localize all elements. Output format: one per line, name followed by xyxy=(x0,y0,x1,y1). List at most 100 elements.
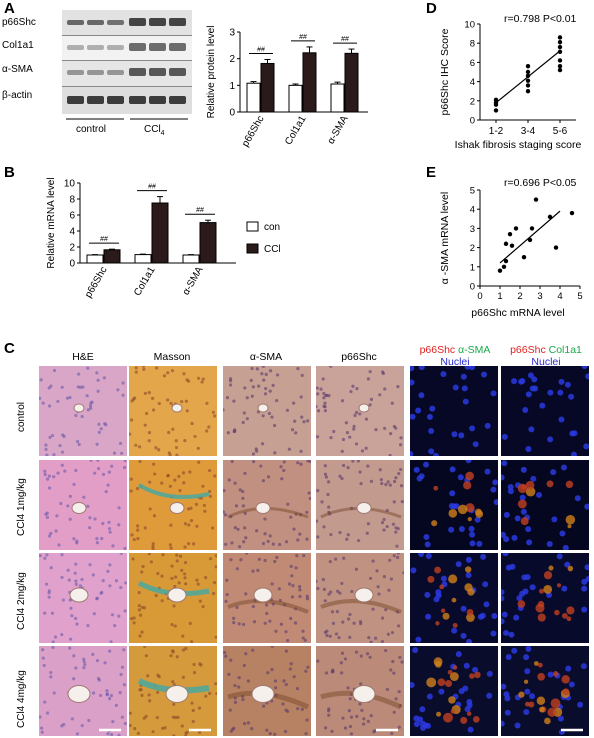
cell-nucleus xyxy=(43,469,47,473)
cell-nucleus xyxy=(129,489,133,493)
cell-nucleus xyxy=(122,683,126,687)
cell-nucleus xyxy=(250,726,254,731)
cell-nucleus xyxy=(441,581,448,588)
cell-nucleus xyxy=(77,372,81,376)
cell-nucleus xyxy=(486,692,493,699)
cell-nucleus xyxy=(400,660,404,664)
cell-nucleus xyxy=(371,559,375,563)
cell-nucleus xyxy=(111,544,115,548)
fluor-signal xyxy=(544,717,551,725)
data-point xyxy=(557,40,563,45)
cell-nucleus xyxy=(285,408,290,412)
cell-nucleus xyxy=(237,622,241,626)
cell-nucleus xyxy=(150,396,155,400)
cell-nucleus xyxy=(394,697,398,701)
cell-nucleus xyxy=(106,569,110,573)
cell-nucleus xyxy=(299,395,303,399)
x-axis-label: p66Shc mRNA level xyxy=(471,307,564,319)
cell-nucleus xyxy=(229,558,233,562)
cell-nucleus xyxy=(419,724,426,731)
cell-nucleus xyxy=(490,486,497,493)
cell-nucleus xyxy=(72,482,76,486)
tile-bg xyxy=(223,646,311,736)
fluor-signal xyxy=(448,696,456,704)
cell-nucleus xyxy=(223,513,228,517)
cell-nucleus xyxy=(338,591,342,595)
cell-nucleus xyxy=(233,683,237,688)
cell-nucleus xyxy=(328,512,332,516)
fluor-signal xyxy=(566,606,575,615)
cell-nucleus xyxy=(155,715,159,720)
cell-nucleus xyxy=(372,730,376,734)
cell-nucleus xyxy=(233,481,237,485)
cell-nucleus xyxy=(123,721,127,726)
cell-nucleus xyxy=(261,366,265,368)
cell-nucleus xyxy=(300,415,304,419)
cell-nucleus xyxy=(501,531,507,538)
cell-nucleus xyxy=(91,652,95,656)
cell-nucleus xyxy=(294,512,298,516)
cell-nucleus xyxy=(198,662,202,666)
cell-nucleus xyxy=(329,436,333,440)
cell-nucleus xyxy=(557,715,564,722)
cell-nucleus xyxy=(105,692,109,696)
cell-nucleus xyxy=(116,388,120,392)
cell-nucleus xyxy=(584,564,589,571)
fluor-signal xyxy=(457,504,468,515)
cell-nucleus xyxy=(458,525,465,532)
cell-nucleus xyxy=(214,565,217,569)
fluor-signal xyxy=(543,585,553,594)
cell-nucleus xyxy=(383,648,388,653)
cell-nucleus xyxy=(80,723,84,728)
cell-nucleus xyxy=(322,396,326,400)
cell-nucleus xyxy=(51,640,55,643)
cell-nucleus xyxy=(68,494,72,498)
cell-nucleus xyxy=(505,653,512,660)
cell-nucleus xyxy=(399,467,403,472)
cell-nucleus xyxy=(323,401,327,405)
cell-nucleus xyxy=(460,605,467,612)
cell-nucleus xyxy=(55,514,59,518)
cell-nucleus xyxy=(189,640,194,643)
cell-nucleus xyxy=(263,392,268,396)
fluor-signal xyxy=(535,603,545,613)
cell-nucleus xyxy=(329,366,333,368)
col-label-fluor-1: p66Shc α-SMA Nuclei xyxy=(410,344,500,368)
cell-nucleus xyxy=(278,598,282,603)
cell-nucleus xyxy=(368,576,373,581)
fluor-signal xyxy=(565,515,576,525)
cell-nucleus xyxy=(323,599,327,603)
cell-nucleus xyxy=(167,451,171,455)
fluor-signal xyxy=(448,574,458,584)
cell-nucleus xyxy=(517,604,524,611)
cell-nucleus xyxy=(323,472,328,476)
cell-nucleus xyxy=(52,475,56,479)
cell-nucleus xyxy=(196,446,200,450)
cell-nucleus xyxy=(369,714,373,718)
fluor-signal xyxy=(436,711,442,717)
tile-bg xyxy=(316,366,404,456)
cell-nucleus xyxy=(77,442,81,447)
cell-nucleus xyxy=(279,622,283,626)
data-point xyxy=(493,108,499,113)
fluor-signal xyxy=(550,698,561,709)
cell-nucleus xyxy=(223,650,227,655)
cell-nucleus xyxy=(354,410,359,415)
cell-nucleus xyxy=(114,703,118,707)
cell-nucleus xyxy=(308,496,311,501)
micrograph-masson-row3 xyxy=(129,553,217,643)
cell-nucleus xyxy=(383,426,387,430)
cell-nucleus xyxy=(173,584,177,589)
cell-nucleus xyxy=(397,624,401,628)
cell-nucleus xyxy=(232,429,236,434)
cell-nucleus xyxy=(197,460,201,464)
cell-nucleus xyxy=(361,507,365,511)
x-tick-label: Col1a1 xyxy=(283,114,309,147)
cell-nucleus xyxy=(107,697,112,701)
cell-nucleus xyxy=(73,571,77,575)
cell-nucleus xyxy=(233,696,237,700)
cell-nucleus xyxy=(136,731,140,735)
cell-nucleus xyxy=(223,489,226,493)
cell-nucleus xyxy=(373,729,377,733)
cell-nucleus xyxy=(316,586,320,591)
